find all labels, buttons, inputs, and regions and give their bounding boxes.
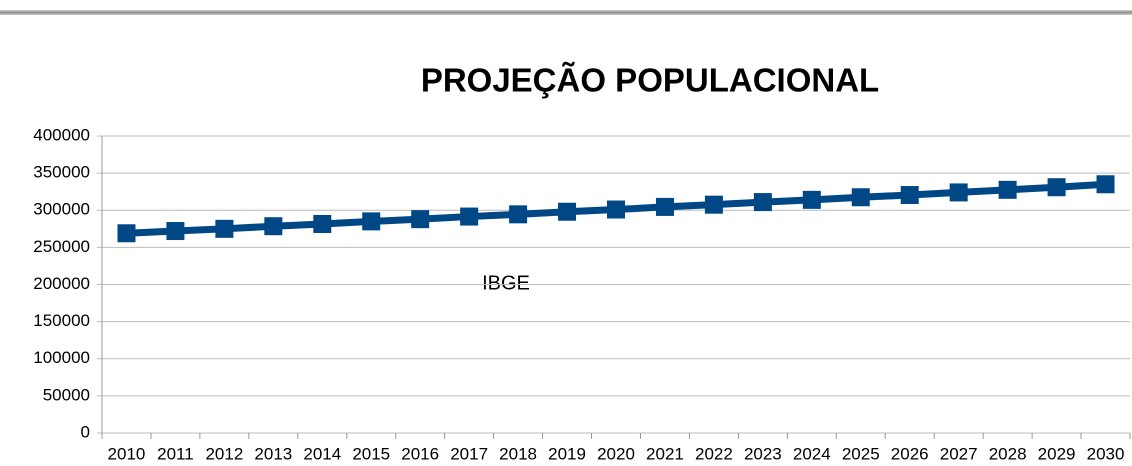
x-tick-label: 2022: [695, 444, 733, 463]
x-tick-label: 2021: [646, 444, 684, 463]
x-tick-label: 2028: [989, 444, 1027, 463]
marker: [411, 210, 430, 229]
y-tick-label: 250000: [33, 237, 90, 256]
x-tick-label: 2029: [1038, 444, 1076, 463]
marker: [704, 195, 723, 214]
marker: [900, 186, 919, 205]
marker: [460, 207, 479, 226]
y-tick-label: 0: [81, 422, 90, 441]
marker: [264, 217, 283, 236]
x-tick-label: 2017: [450, 444, 488, 463]
marker: [655, 197, 674, 216]
y-tick-label: 200000: [33, 274, 90, 293]
y-tick-label: 350000: [33, 163, 90, 182]
marker: [117, 224, 136, 243]
marker: [362, 212, 381, 231]
marker: [851, 188, 870, 207]
x-tick-label: 2018: [499, 444, 537, 463]
marker: [509, 205, 528, 224]
x-tick-label: 2012: [205, 444, 243, 463]
y-tick-label: 300000: [33, 200, 90, 219]
x-tick-label: 2026: [891, 444, 929, 463]
marker: [1096, 175, 1115, 194]
marker: [215, 219, 234, 238]
x-tick-label: 2019: [548, 444, 586, 463]
marker: [558, 202, 577, 221]
marker: [313, 214, 332, 233]
x-tick-label: 2014: [303, 444, 341, 463]
x-tick-label: 2016: [401, 444, 439, 463]
y-tick-label: 400000: [33, 125, 90, 144]
y-tick-label: 150000: [33, 311, 90, 330]
x-tick-label: 2011: [157, 444, 194, 463]
x-tick-label: 2030: [1087, 444, 1125, 463]
annotation: IBGE: [482, 272, 530, 294]
x-tick-label: 2015: [352, 444, 390, 463]
marker: [998, 180, 1017, 199]
x-tick-label: 2013: [254, 444, 292, 463]
marker: [1047, 178, 1066, 197]
marker: [949, 183, 968, 202]
x-tick-label: 2023: [744, 444, 782, 463]
y-tick-label: 100000: [33, 348, 90, 367]
chart-title: PROJEÇÃO POPULACIONAL: [421, 62, 879, 99]
x-tick-label: 2025: [842, 444, 880, 463]
x-tick-label: 2027: [940, 444, 978, 463]
y-tick-label: 50000: [43, 385, 90, 404]
x-tick-label: 2024: [793, 444, 831, 463]
marker: [607, 200, 625, 219]
marker: [166, 222, 185, 241]
x-tick-label: 2020: [597, 444, 635, 463]
top-rule: [0, 10, 1132, 15]
marker: [753, 193, 772, 212]
x-tick-label: 2010: [108, 444, 146, 463]
marker: [802, 190, 821, 209]
